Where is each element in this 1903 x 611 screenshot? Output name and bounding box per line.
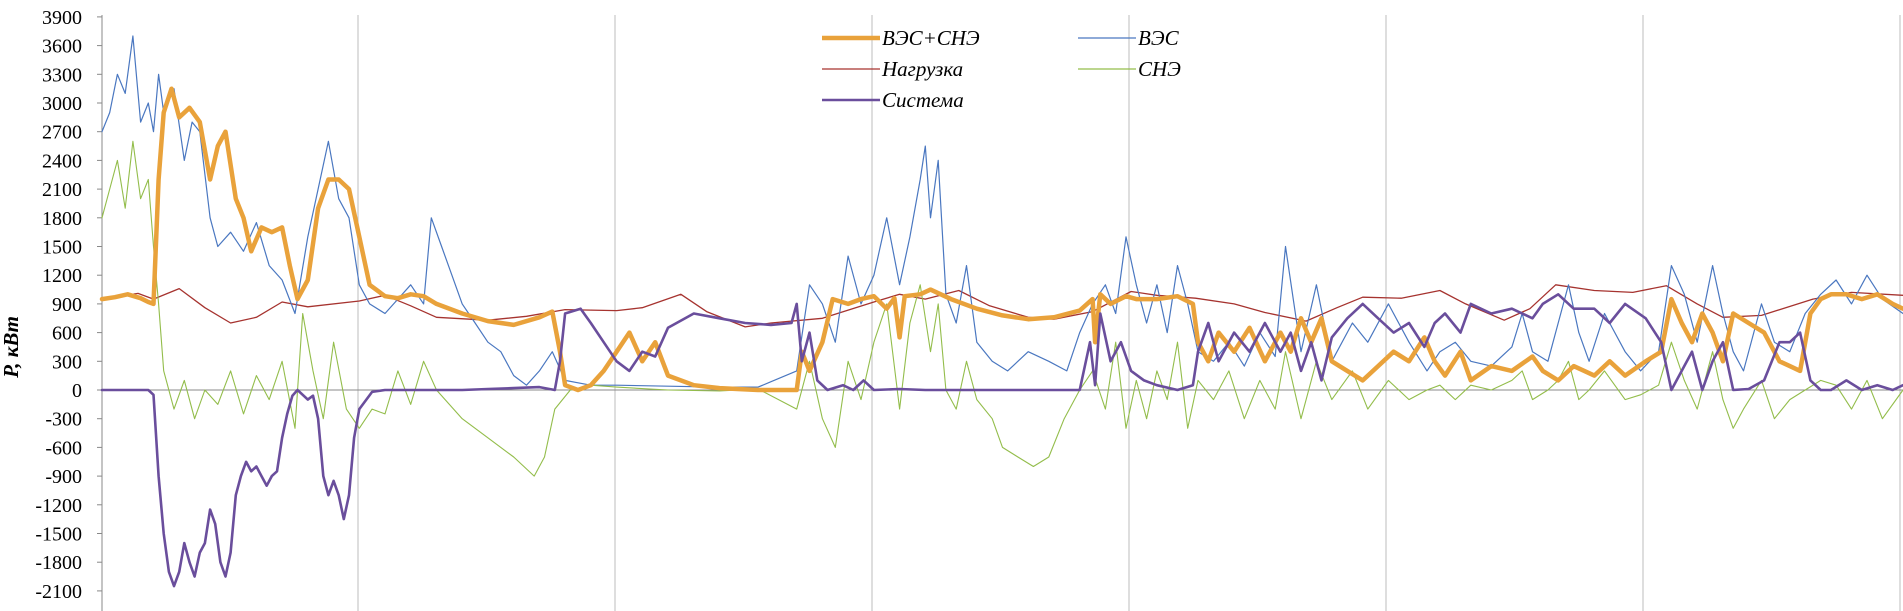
y-tick-label: 3600 bbox=[42, 36, 82, 58]
y-tick-label: 0 bbox=[72, 380, 82, 402]
y-tick-label: -1500 bbox=[35, 524, 82, 546]
y-tick-label: 1200 bbox=[42, 265, 82, 287]
legend-label: СНЭ bbox=[1138, 57, 1181, 81]
y-tick-label: 2400 bbox=[42, 150, 82, 172]
y-tick-label: -2100 bbox=[35, 581, 82, 603]
legend-label: ВЭС+СНЭ bbox=[882, 26, 980, 50]
y-tick-label: -600 bbox=[45, 437, 82, 459]
y-tick-label: -900 bbox=[45, 466, 82, 488]
series-line-Система bbox=[100, 293, 1903, 588]
legend-label: ВЭС bbox=[1138, 26, 1180, 50]
legend-label: Нагрузка bbox=[881, 57, 963, 81]
y-tick-label: 2100 bbox=[42, 179, 82, 201]
y-tick-label: -1800 bbox=[35, 552, 82, 574]
vertical-gridlines bbox=[357, 15, 1901, 611]
y-tick-label: 1800 bbox=[42, 208, 82, 230]
y-tick-labels: 3900360033003000270024002100180015001200… bbox=[35, 7, 102, 611]
y-tick-label: 3900 bbox=[42, 7, 82, 29]
series-line-ВЭС bbox=[101, 35, 1903, 388]
y-tick-label: 3300 bbox=[42, 64, 82, 86]
y-axis-label: P, кВт bbox=[0, 316, 23, 379]
legend-label: Система bbox=[882, 88, 964, 112]
y-tick-label: 900 bbox=[52, 294, 82, 316]
y-tick-label: -2400 bbox=[35, 610, 82, 611]
y-tick-label: 600 bbox=[52, 323, 82, 345]
series-line-СНЭ bbox=[101, 140, 1903, 477]
series-line-Нагрузка bbox=[101, 284, 1903, 328]
y-tick-label: 300 bbox=[52, 351, 82, 373]
series-line-ВЭС+СНЭ bbox=[99, 86, 1903, 393]
y-tick-label: -1200 bbox=[35, 495, 82, 517]
legend: ВЭС+СНЭ ВЭС Нагрузка СНЭ Система bbox=[822, 26, 1181, 112]
y-tick-label: 2700 bbox=[42, 122, 82, 144]
y-tick-label: -300 bbox=[45, 409, 82, 431]
series-lines bbox=[99, 35, 1903, 588]
y-tick-label: 1500 bbox=[42, 237, 82, 259]
y-tick-label: 3000 bbox=[42, 93, 82, 115]
